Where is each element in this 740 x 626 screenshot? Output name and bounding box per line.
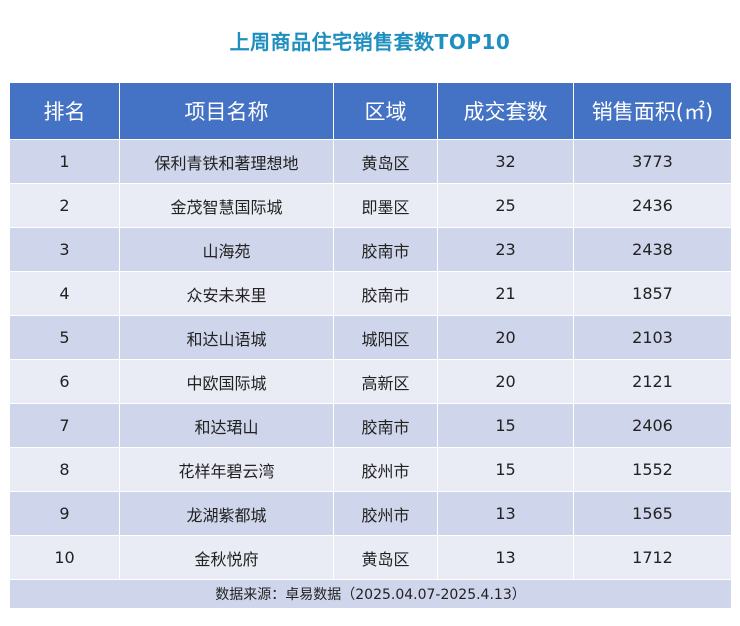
cell-project-name: 山海苑 — [119, 227, 334, 272]
cell-area: 2406 — [573, 403, 732, 448]
table-body: 1 保利青铁和著理想地 黄岛区 32 3773 2 金茂智慧国际城 即墨区 25 2436 3 山海苑… — [9, 139, 732, 580]
cell-area: 2436 — [573, 183, 732, 228]
table-row: 10 金秋悦府 黄岛区 13 1712 — [9, 535, 732, 580]
cell-project-name: 和达山语城 — [119, 315, 334, 360]
cell-area: 3773 — [573, 139, 732, 184]
cell-area: 2121 — [573, 359, 732, 404]
cell-project-name: 保利青铁和著理想地 — [119, 139, 334, 184]
table-row: 8 花样年碧云湾 胶州市 15 1552 — [9, 447, 732, 492]
table-row: 3 山海苑 胶南市 23 2438 — [9, 227, 732, 272]
cell-area: 1857 — [573, 271, 732, 316]
cell-district: 胶南市 — [333, 227, 438, 272]
header-row: 排名 项目名称 区域 成交套数 销售面积(㎡) — [9, 82, 732, 140]
sales-ranking-table: 排名 项目名称 区域 成交套数 销售面积(㎡) 1 保利青铁和著理想地 黄岛区 32 3… — [9, 82, 732, 609]
header-area: 销售面积(㎡) — [573, 82, 732, 140]
cell-district: 胶州市 — [333, 447, 438, 492]
cell-area: 1712 — [573, 535, 732, 580]
table-title: 上周商品住宅销售套数TOP10 — [229, 30, 511, 54]
cell-rank: 4 — [9, 271, 120, 316]
cell-units: 20 — [437, 315, 574, 360]
cell-area: 2103 — [573, 315, 732, 360]
cell-project-name: 龙湖紫都城 — [119, 491, 334, 536]
table-row: 5 和达山语城 城阳区 20 2103 — [9, 315, 732, 360]
cell-area: 1565 — [573, 491, 732, 536]
cell-units: 15 — [437, 447, 574, 492]
cell-units: 15 — [437, 403, 574, 448]
header-rank: 排名 — [9, 82, 120, 140]
cell-rank: 7 — [9, 403, 120, 448]
cell-project-name: 金秋悦府 — [119, 535, 334, 580]
cell-area: 1552 — [573, 447, 732, 492]
table-row: 1 保利青铁和著理想地 黄岛区 32 3773 — [9, 139, 732, 184]
table-row: 2 金茂智慧国际城 即墨区 25 2436 — [9, 183, 732, 228]
cell-district: 胶南市 — [333, 403, 438, 448]
cell-rank: 2 — [9, 183, 120, 228]
cell-units: 13 — [437, 491, 574, 536]
cell-district: 胶南市 — [333, 271, 438, 316]
table-row: 7 和达珺山 胶南市 15 2406 — [9, 403, 732, 448]
cell-units: 32 — [437, 139, 574, 184]
cell-project-name: 众安未来里 — [119, 271, 334, 316]
header-district: 区域 — [333, 82, 438, 140]
cell-units: 20 — [437, 359, 574, 404]
cell-units: 13 — [437, 535, 574, 580]
cell-rank: 8 — [9, 447, 120, 492]
cell-rank: 1 — [9, 139, 120, 184]
header-project-name: 项目名称 — [119, 82, 334, 140]
cell-project-name: 中欧国际城 — [119, 359, 334, 404]
cell-project-name: 花样年碧云湾 — [119, 447, 334, 492]
cell-district: 即墨区 — [333, 183, 438, 228]
cell-area: 2438 — [573, 227, 732, 272]
cell-rank: 6 — [9, 359, 120, 404]
header-units: 成交套数 — [437, 82, 574, 140]
cell-units: 25 — [437, 183, 574, 228]
cell-units: 23 — [437, 227, 574, 272]
cell-rank: 5 — [9, 315, 120, 360]
table-row: 9 龙湖紫都城 胶州市 13 1565 — [9, 491, 732, 536]
cell-district: 高新区 — [333, 359, 438, 404]
cell-district: 胶州市 — [333, 491, 438, 536]
cell-district: 黄岛区 — [333, 139, 438, 184]
cell-district: 黄岛区 — [333, 535, 438, 580]
source-row: 数据来源：卓易数据（2025.04.07-2025.4.13） — [9, 579, 732, 609]
cell-project-name: 金茂智慧国际城 — [119, 183, 334, 228]
cell-rank: 10 — [9, 535, 120, 580]
cell-rank: 3 — [9, 227, 120, 272]
table-row: 6 中欧国际城 高新区 20 2121 — [9, 359, 732, 404]
cell-units: 21 — [437, 271, 574, 316]
table-row: 4 众安未来里 胶南市 21 1857 — [9, 271, 732, 316]
cell-project-name: 和达珺山 — [119, 403, 334, 448]
cell-rank: 9 — [9, 491, 120, 536]
cell-district: 城阳区 — [333, 315, 438, 360]
source-note: 数据来源：卓易数据（2025.04.07-2025.4.13） — [9, 579, 732, 609]
